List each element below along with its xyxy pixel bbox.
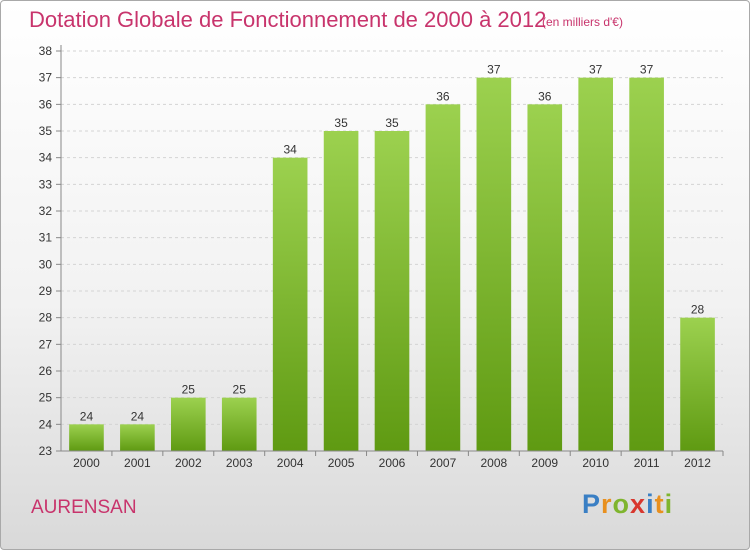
bar: [323, 131, 359, 451]
x-tick-label: 2000: [73, 456, 100, 470]
data-label: 37: [487, 63, 501, 77]
x-tick-label: 2002: [175, 456, 202, 470]
y-tick-label: 27: [39, 337, 53, 351]
y-tick-label: 33: [39, 177, 53, 191]
x-tick-label: 2008: [480, 456, 507, 470]
y-tick-label: 23: [39, 444, 53, 458]
data-label: 34: [283, 143, 297, 157]
y-tick-label: 24: [39, 417, 53, 431]
data-label: 37: [589, 63, 603, 77]
data-label: 28: [691, 303, 705, 317]
y-tick-label: 36: [39, 97, 53, 111]
y-tick-label: 25: [39, 391, 53, 405]
data-label: 36: [436, 89, 450, 103]
y-tick-label: 34: [39, 151, 53, 165]
logo-letter: P: [582, 489, 602, 519]
x-tick-label: 2007: [430, 456, 457, 470]
data-label: 35: [385, 116, 399, 130]
logo-letter: i: [664, 489, 674, 519]
bar: [527, 104, 563, 451]
logo-letter: i: [646, 489, 655, 519]
y-tick-label: 35: [39, 124, 53, 138]
logo-letter: o: [612, 489, 631, 519]
x-tick-label: 2003: [226, 456, 253, 470]
axis-lines: [60, 45, 723, 452]
bars: 24 24 25 25 34 35 35 36 37 36 37 37 28: [69, 63, 715, 452]
commune-name: AURENSAN: [31, 497, 137, 518]
proxiti-logo: Proxiti: [582, 489, 673, 520]
y-tick-label: 32: [39, 204, 53, 218]
data-label: 25: [182, 383, 196, 397]
x-tick-label: 2009: [531, 456, 558, 470]
y-axis: 23 24 25 26 27 28 29 30 31 32 33 34 35 36 37 38: [39, 44, 61, 458]
data-label: 24: [131, 409, 145, 423]
x-tick-label: 2012: [684, 456, 711, 470]
bar: [221, 397, 257, 451]
bar: [69, 424, 104, 451]
bar: [578, 77, 614, 452]
data-label: 36: [538, 89, 552, 103]
y-tick-label: 38: [39, 44, 53, 58]
x-tick-label: 2004: [277, 456, 304, 470]
y-tick-label: 26: [39, 364, 53, 378]
bar: [374, 131, 410, 451]
x-tick-label: 2010: [582, 456, 609, 470]
bar: [170, 397, 206, 451]
y-tick-label: 30: [39, 257, 53, 271]
data-label: 37: [640, 63, 654, 77]
data-label: 25: [233, 383, 247, 397]
x-tick-label: 2006: [379, 456, 406, 470]
bar: [272, 157, 308, 451]
x-tick-label: 2005: [328, 456, 355, 470]
x-tick-label: 2001: [124, 456, 151, 470]
logo-letter: r: [601, 489, 613, 519]
bar: [680, 317, 715, 451]
logo-letter: x: [630, 489, 647, 519]
data-label: 24: [80, 409, 94, 423]
logo-letter: t: [654, 489, 665, 519]
x-tick-label: 2011: [634, 456, 660, 470]
bar: [425, 104, 461, 451]
bar: [629, 77, 664, 452]
y-tick-label: 31: [39, 231, 53, 245]
chart-title: Dotation Globale de Fonctionnement de 20…: [29, 7, 547, 32]
y-tick-label: 37: [39, 71, 53, 85]
y-tick-label: 28: [39, 311, 53, 325]
chart-subtitle: (en milliers d'€): [542, 15, 623, 29]
y-tick-label: 29: [39, 284, 53, 298]
x-axis: 2000 2001 2002 2003 2004 2005 2006 2007 2008 2009…: [73, 451, 724, 470]
bar: [476, 77, 512, 452]
bar: [120, 424, 155, 451]
data-label: 35: [334, 116, 348, 130]
